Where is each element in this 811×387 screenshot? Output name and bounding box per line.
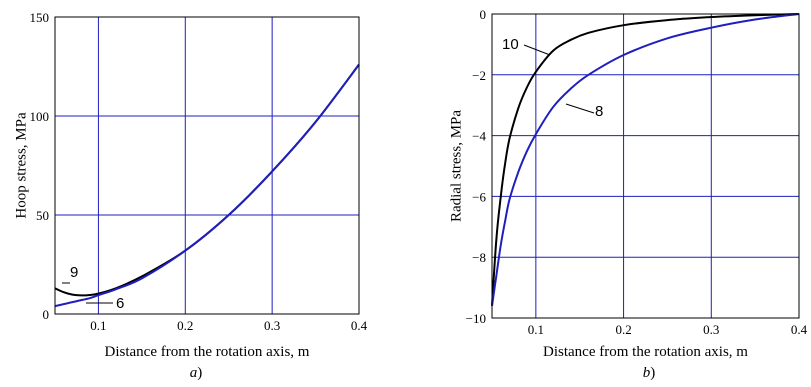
curve-label-8: 8 (595, 103, 603, 120)
curve-label-leaders: 10 8 (502, 36, 603, 120)
y-axis-label: Hoop stress, MPa (13, 112, 29, 219)
x-tick-label: 0.1 (528, 322, 544, 337)
plot-frame (491, 13, 800, 319)
curves (491, 13, 800, 306)
x-tick-label: 0.4 (791, 322, 808, 337)
y-tick-label: −10 (466, 311, 486, 326)
y-tick-labels: 0 −2 −4 −6 −8 −10 (466, 7, 487, 326)
leader-line-8 (565, 103, 595, 114)
y-tick-label: −4 (472, 129, 486, 144)
y-tick-label: −8 (472, 250, 486, 265)
x-tick-labels: 0.1 0.2 0.3 0.4 (90, 318, 367, 333)
y-tick-label: 150 (30, 10, 50, 25)
panel-radial-stress: 0.1 0.2 0.3 0.4 0 −2 −4 −6 −8 −10 Distance from … (448, 7, 807, 381)
curve-label-6: 6 (116, 295, 124, 312)
grid-lines (492, 14, 799, 318)
curve-label-leaders: 96 (62, 264, 124, 312)
y-axis-label: Radial stress, MPa (448, 110, 464, 222)
curve-label-9: 9 (70, 264, 78, 281)
series-line-9 (54, 63, 360, 297)
panel-hoop-stress: 0.1 0.2 0.3 0.4 0 50 100 150 Distance from the… (13, 10, 367, 381)
series-line-6 (54, 63, 360, 308)
series-line-10 (491, 13, 800, 306)
x-tick-label: 0.3 (264, 318, 280, 333)
curves (54, 63, 360, 308)
grid-lines (55, 17, 359, 314)
x-tick-label: 0.2 (615, 322, 631, 337)
y-tick-labels: 0 50 100 150 (30, 10, 50, 322)
x-tick-labels: 0.1 0.2 0.3 0.4 (528, 322, 808, 337)
y-tick-label: −6 (472, 189, 486, 204)
plot-frame (54, 16, 360, 315)
series-line-8 (491, 13, 800, 306)
y-tick-label: 100 (30, 109, 50, 124)
y-tick-label: −2 (472, 68, 486, 83)
y-tick-label: 0 (480, 7, 487, 22)
x-tick-label: 0.3 (703, 322, 719, 337)
panel-caption: a) (190, 365, 203, 381)
y-tick-label: 0 (43, 307, 50, 322)
y-tick-label: 50 (36, 208, 49, 223)
x-tick-label: 0.4 (351, 318, 368, 333)
leader-line-10 (523, 44, 551, 56)
x-tick-label: 0.1 (90, 318, 106, 333)
x-tick-label: 0.2 (177, 318, 193, 333)
x-axis-label: Distance from the rotation axis, m (105, 344, 310, 360)
curve-label-10: 10 (502, 36, 519, 53)
x-axis-label: Distance from the rotation axis, m (543, 344, 748, 360)
panel-caption: b) (643, 365, 656, 381)
